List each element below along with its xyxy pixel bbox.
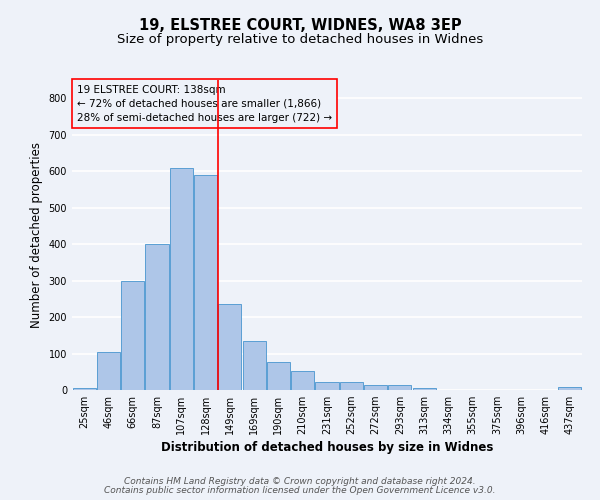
Text: Contains public sector information licensed under the Open Government Licence v3: Contains public sector information licen… — [104, 486, 496, 495]
Bar — [291, 371, 314, 390]
Bar — [121, 280, 144, 390]
Bar — [340, 382, 363, 390]
Bar — [97, 352, 120, 390]
X-axis label: Distribution of detached houses by size in Widnes: Distribution of detached houses by size … — [161, 442, 493, 454]
Bar — [194, 175, 217, 390]
Bar — [218, 304, 241, 390]
Bar — [267, 362, 290, 390]
Bar — [559, 387, 581, 390]
Text: 19, ELSTREE COURT, WIDNES, WA8 3EP: 19, ELSTREE COURT, WIDNES, WA8 3EP — [139, 18, 461, 32]
Bar — [364, 386, 387, 390]
Text: Contains HM Land Registry data © Crown copyright and database right 2024.: Contains HM Land Registry data © Crown c… — [124, 477, 476, 486]
Y-axis label: Number of detached properties: Number of detached properties — [30, 142, 43, 328]
Bar — [145, 244, 169, 390]
Bar — [388, 386, 412, 390]
Bar — [73, 388, 95, 390]
Bar — [413, 388, 436, 390]
Bar — [242, 341, 266, 390]
Text: 19 ELSTREE COURT: 138sqm
← 72% of detached houses are smaller (1,866)
28% of sem: 19 ELSTREE COURT: 138sqm ← 72% of detach… — [77, 84, 332, 122]
Text: Size of property relative to detached houses in Widnes: Size of property relative to detached ho… — [117, 32, 483, 46]
Bar — [170, 168, 193, 390]
Bar — [316, 382, 338, 390]
